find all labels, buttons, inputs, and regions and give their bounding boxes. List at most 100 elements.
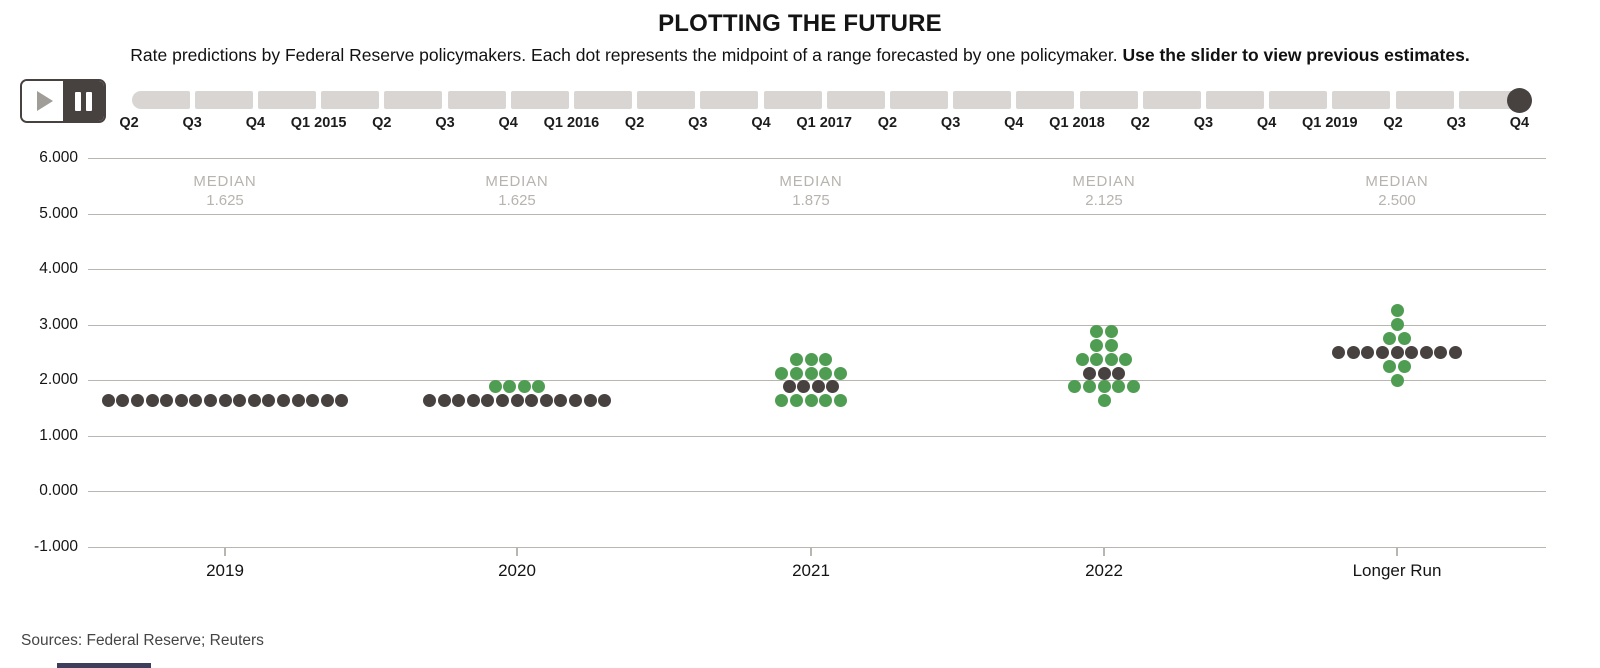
slider-tick-label: Q2	[119, 115, 139, 131]
forecast-dot	[488, 380, 502, 394]
slider-segment[interactable]	[447, 91, 506, 109]
forecast-dot	[811, 380, 825, 394]
slider-segment[interactable]	[1269, 91, 1328, 109]
x-axis-tick	[224, 547, 226, 556]
gridline	[88, 213, 1546, 215]
forecast-dot	[1068, 380, 1082, 394]
forecast-dot	[554, 394, 568, 408]
slider-tick-label: Q1 2019	[1301, 115, 1358, 131]
slider-segment[interactable]	[510, 91, 569, 109]
slider-segment[interactable]	[1332, 91, 1391, 109]
median-caption: MEDIAN	[193, 173, 257, 190]
median-label: MEDIAN 1.625	[193, 172, 256, 210]
forecast-dot	[1397, 359, 1411, 373]
forecast-dot	[1434, 345, 1448, 359]
slider-segment[interactable]	[321, 91, 380, 109]
forecast-dot	[568, 394, 582, 408]
slider-segment[interactable]	[1395, 91, 1454, 109]
slider-tick-label: Q2	[372, 115, 392, 131]
forecast-dot	[101, 394, 115, 408]
forecast-dot	[1082, 366, 1096, 380]
play-button[interactable]	[22, 81, 63, 121]
forecast-dot	[517, 380, 531, 394]
forecast-dot	[819, 352, 833, 366]
pause-button[interactable]	[63, 81, 104, 121]
forecast-dot	[160, 394, 174, 408]
slider-tick-label: Q1 2018	[1049, 115, 1105, 131]
forecast-dot	[789, 366, 803, 380]
x-axis-label: 2020	[498, 561, 536, 580]
gridline	[88, 269, 1546, 270]
forecast-dot	[335, 394, 349, 408]
y-axis-label: -1.000	[34, 537, 78, 555]
slider-segment[interactable]	[1205, 91, 1265, 109]
slider-tick-label: Q4	[751, 115, 771, 131]
slider-segment[interactable]	[384, 91, 443, 109]
slider-tick-label: Q4	[1256, 115, 1277, 131]
median-value: 1.625	[498, 192, 536, 209]
play-pause-control	[20, 79, 106, 123]
slider-segment[interactable]	[1458, 91, 1517, 109]
forecast-dot	[1390, 373, 1404, 387]
forecast-dot	[804, 394, 818, 408]
forecast-dot	[174, 394, 188, 408]
y-axis-label: 0.000	[39, 482, 78, 499]
slider-tick-label: Q4	[498, 115, 518, 131]
forecast-dot	[495, 394, 509, 408]
gridline	[88, 435, 1546, 437]
forecast-dot	[422, 394, 436, 408]
forecast-dot	[130, 394, 144, 408]
y-axis-label: 3.000	[39, 315, 78, 333]
forecast-dot	[789, 394, 803, 408]
forecast-dot	[1097, 394, 1111, 408]
x-axis-tick	[810, 547, 812, 556]
slider-segment[interactable]	[1016, 91, 1075, 109]
slider-segment[interactable]	[637, 91, 696, 109]
forecast-dot	[1346, 345, 1360, 359]
median-value: 2.125	[1085, 192, 1123, 209]
forecast-dot	[218, 394, 232, 408]
y-axis-label: 4.000	[39, 260, 78, 277]
gridline	[88, 546, 1546, 548]
x-axis-tick	[1396, 547, 1398, 556]
slider-tick-label: Q3	[182, 115, 202, 131]
slider-segment[interactable]	[573, 91, 633, 109]
forecast-dot	[510, 394, 524, 408]
slider-segment[interactable]	[1079, 91, 1138, 109]
slider-segment[interactable]	[194, 91, 253, 109]
subtitle-bold-text: Use the slider to view previous estimate…	[1122, 45, 1470, 65]
x-axis-tick	[516, 547, 518, 556]
forecast-dot	[1104, 324, 1118, 338]
y-axis-label: 5.000	[39, 204, 78, 222]
slider-segment[interactable]	[763, 91, 822, 109]
slider-segment[interactable]	[131, 91, 190, 109]
slider-segment[interactable]	[257, 91, 317, 109]
forecast-dot	[819, 394, 833, 408]
forecast-dot	[539, 394, 553, 408]
slider-segment[interactable]	[1142, 91, 1201, 109]
slider-tick-label: Q4	[245, 115, 266, 131]
forecast-dot	[247, 394, 261, 408]
slider-tick-label: Q1 2017	[796, 115, 853, 131]
slider-segment[interactable]	[953, 91, 1012, 109]
slider-handle[interactable]	[1506, 88, 1532, 113]
forecast-dot	[481, 394, 495, 408]
forecast-dot	[466, 394, 480, 408]
median-caption: MEDIAN	[779, 173, 843, 190]
forecast-dot	[1397, 331, 1411, 345]
forecast-dot	[262, 394, 276, 408]
slider-tick-label: Q2	[624, 115, 645, 131]
slider-segment[interactable]	[700, 91, 759, 109]
slider-segment[interactable]	[889, 91, 949, 109]
forecast-dot	[598, 394, 612, 408]
slider-tick-label: Q2	[1383, 115, 1403, 131]
forecast-dot	[1090, 338, 1104, 352]
forecast-dot	[437, 394, 451, 408]
slider-segment[interactable]	[826, 91, 885, 109]
forecast-dot	[276, 394, 290, 408]
forecast-dot	[775, 366, 789, 380]
median-value: 1.625	[206, 192, 244, 209]
median-label: MEDIAN 2.500	[1365, 172, 1428, 210]
slider-tick-label: Q3	[940, 115, 961, 131]
